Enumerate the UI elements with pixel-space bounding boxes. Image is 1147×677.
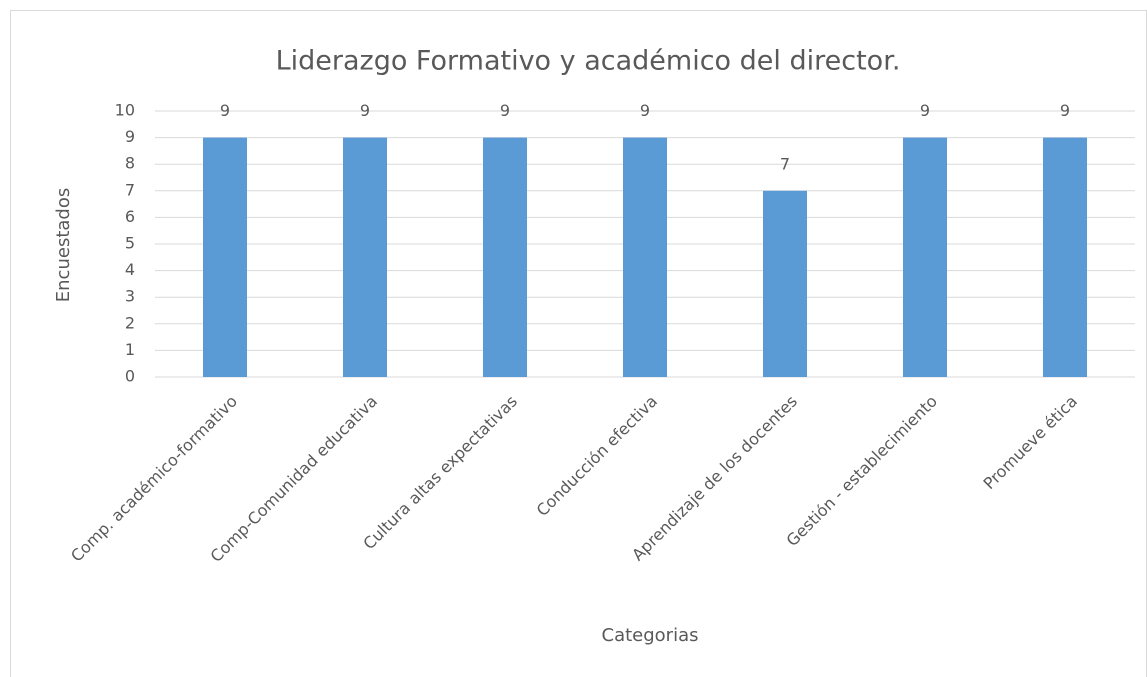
- y-tick-label: 3: [125, 287, 135, 306]
- bar: [483, 137, 527, 377]
- y-tick-label: 8: [125, 154, 135, 173]
- data-label: 9: [920, 101, 930, 120]
- bar: [623, 137, 667, 377]
- data-label: 9: [1060, 101, 1070, 120]
- x-axis-title: Categorias: [602, 625, 699, 646]
- y-tick-label: 5: [125, 234, 135, 253]
- y-axis-title: Encuestados: [53, 188, 74, 302]
- data-label: 9: [640, 101, 650, 120]
- chart-border: [10, 10, 1147, 677]
- bar: [903, 137, 947, 377]
- y-tick-label: 7: [125, 180, 135, 199]
- data-label: 9: [360, 101, 370, 120]
- data-label: 7: [780, 154, 790, 173]
- y-tick-label: 2: [125, 313, 135, 332]
- y-tick-label: 1: [125, 340, 135, 359]
- y-tick-label: 9: [125, 127, 135, 146]
- data-label: 9: [500, 101, 510, 120]
- data-label: 9: [220, 101, 230, 120]
- y-tick-label: 4: [125, 260, 135, 279]
- bar: [343, 137, 387, 377]
- bar: [763, 190, 807, 377]
- chart-title: Liderazgo Formativo y académico del dire…: [276, 46, 901, 77]
- bar: [203, 137, 247, 377]
- bar: [1043, 137, 1087, 377]
- y-tick-label: 6: [125, 207, 135, 226]
- y-tick-label: 10: [115, 101, 135, 120]
- y-tick-label: 0: [125, 367, 135, 386]
